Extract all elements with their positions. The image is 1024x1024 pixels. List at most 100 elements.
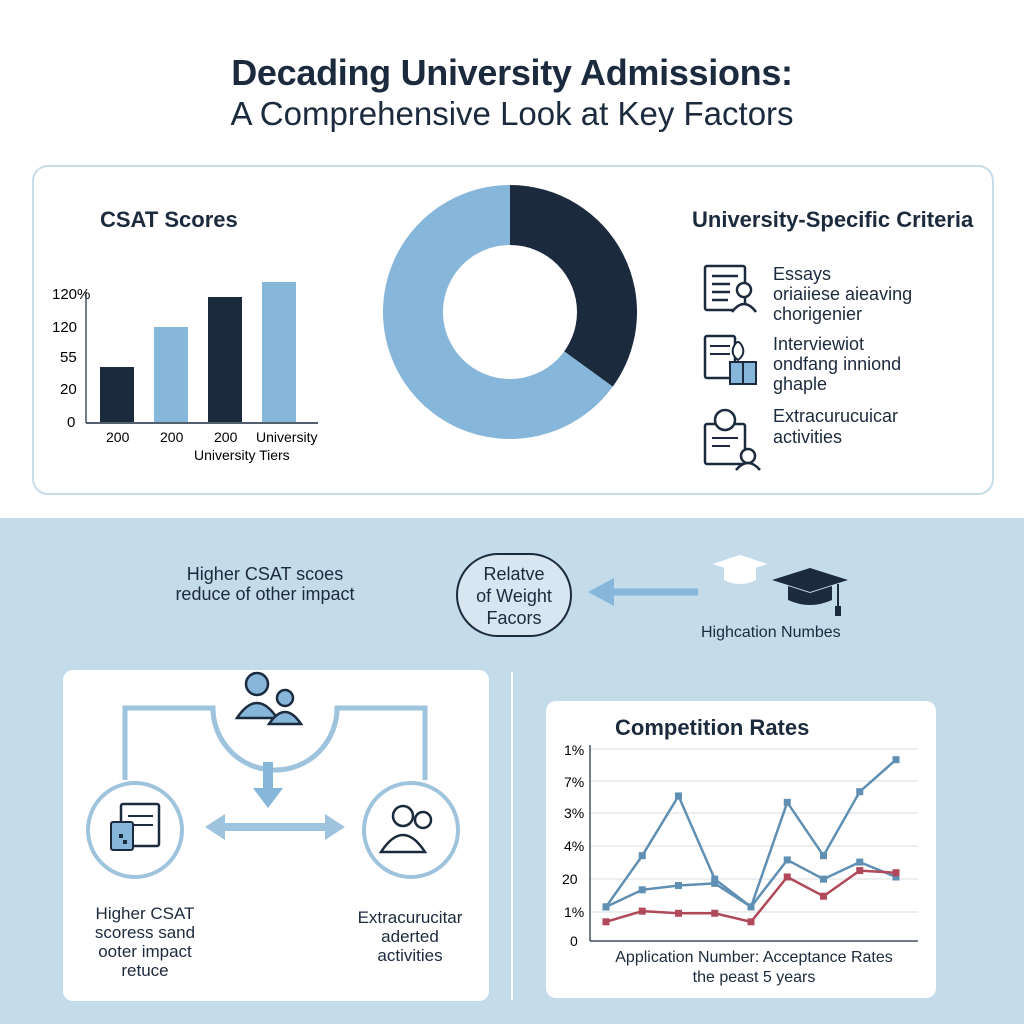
caption-line: aderted (381, 927, 439, 946)
csat-bar-3 (208, 297, 242, 422)
activities-icon (703, 408, 761, 471)
caption-line: Application Number: Acceptance Rates (615, 949, 893, 966)
caption-line: scoress sand (94, 923, 196, 942)
comp-point (747, 918, 755, 926)
csat-xlabel: University Tiers (194, 447, 290, 463)
document-icon (110, 802, 161, 851)
csat-xtick: University (256, 429, 317, 445)
criteria-item-essays: Essays oriaiiese aieaving chorigenier (773, 264, 912, 324)
people-icon (378, 804, 433, 854)
donut-hole (443, 245, 577, 379)
bubble-line: Facors (486, 608, 542, 628)
competition-card (546, 701, 936, 998)
weight-factors-label: Relatve of Weight Facors (456, 563, 572, 629)
csat-title: CSAT Scores (100, 207, 238, 232)
comp-point (856, 858, 864, 866)
criteria-item-activities: Extracurucuicar activities (773, 406, 898, 448)
comp-point (783, 873, 791, 881)
criteria-item-interview: Interviewiot ondfang inniond ghaple (773, 334, 901, 394)
flow-left-caption: Higher CSAT scoress sand ooter impact re… (80, 904, 210, 980)
csat-xtick: 200 (106, 429, 130, 445)
csat-impact-note: Higher CSAT scoes reduce of other impact (150, 564, 380, 604)
comp-point (675, 882, 682, 890)
criteria-line: Extracurucuicar (773, 406, 899, 426)
flow-diagram (86, 671, 460, 879)
criteria-line: Essays (773, 264, 832, 284)
caption-line: retuce (121, 961, 169, 980)
comp-ytick: 7% (564, 774, 584, 790)
comp-point (820, 875, 827, 883)
donut-slice (510, 185, 637, 387)
competition-line-chart: 1% 7% 3% 4% 20 1% 0 (562, 742, 918, 949)
note-line: Higher CSAT scoes (186, 564, 344, 584)
csat-ytick: 20 (60, 381, 77, 398)
comp-ytick: 1% (564, 904, 584, 920)
comp-point (675, 792, 682, 800)
note-line: reduce of other impact (175, 584, 355, 604)
bubble-line: of Weight (476, 586, 552, 606)
csat-bar-1 (100, 367, 134, 422)
comp-ytick: 0 (570, 933, 578, 949)
comp-series-line (605, 858, 897, 909)
page-title: Decading University Admissions: (231, 52, 793, 93)
people-group-icon (234, 671, 304, 726)
comp-series-line (605, 869, 897, 924)
comp-point (820, 852, 827, 860)
csat-ytick: 120% (52, 286, 90, 303)
comp-point (892, 873, 900, 881)
essay-icon (703, 264, 757, 313)
competition-title: Competition Rates (615, 715, 810, 740)
graduation-caption: Highcation Numbes (701, 624, 841, 641)
comp-point (783, 856, 791, 864)
csat-xtick: 200 (214, 429, 238, 445)
left-arrow-icon (588, 578, 698, 606)
csat-xtick: 200 (160, 429, 184, 445)
comp-point (783, 798, 791, 806)
comp-point (856, 788, 864, 796)
caption-line: activities (377, 946, 443, 965)
csat-bar-4 (262, 282, 296, 422)
comp-point (711, 879, 719, 887)
comp-point (820, 892, 827, 900)
criteria-line: ondfang inniond (773, 354, 902, 374)
caption-line: Extracurucitar (357, 908, 463, 927)
comp-ytick: 1% (564, 742, 584, 758)
csat-bar-2 (154, 327, 188, 422)
comp-point (711, 875, 719, 883)
comp-point (711, 909, 719, 917)
comp-point (602, 903, 610, 911)
comp-point (892, 756, 900, 764)
comp-ytick: 3% (564, 805, 584, 821)
comp-point (892, 869, 900, 877)
flow-right-caption: Extracurucitar aderted activities (340, 908, 480, 965)
criteria-line: ghaple (773, 374, 828, 394)
comp-point (856, 867, 864, 875)
page-subtitle: A Comprehensive Look at Key Factors (230, 95, 794, 132)
comp-point (638, 886, 646, 894)
comp-series-line (604, 758, 897, 909)
weight-factors-bubble (456, 553, 572, 637)
criteria-line: chorigenier (773, 304, 863, 324)
comp-ytick: 20 (562, 871, 578, 887)
comp-point (675, 909, 682, 917)
csat-ytick: 0 (67, 414, 75, 431)
csat-ytick: 55 (60, 349, 77, 366)
criteria-line: activities (773, 427, 843, 447)
divider (511, 672, 513, 1000)
csat-ytick: 120 (52, 319, 77, 336)
bubble-line: Relatve (483, 564, 545, 584)
competition-caption: Application Number: Acceptance Rates the… (546, 948, 962, 988)
caption-line: Higher CSAT (95, 904, 195, 923)
comp-point (602, 918, 610, 926)
criteria-line: Interviewiot (773, 334, 865, 354)
caption-line: ooter impact (98, 942, 192, 961)
comp-point (747, 903, 755, 911)
graduation-cap-icon (707, 553, 848, 616)
comp-point (638, 852, 646, 860)
comp-ytick: 4% (564, 838, 584, 854)
criteria-line: oriaiiese aieaving (773, 284, 913, 304)
csat-bar-chart: 120% 120 55 20 0 200 200 200 University … (52, 282, 318, 463)
comp-point (638, 907, 646, 915)
criteria-title: University-Specific Criteria (692, 207, 974, 232)
donut-chart (383, 185, 637, 439)
